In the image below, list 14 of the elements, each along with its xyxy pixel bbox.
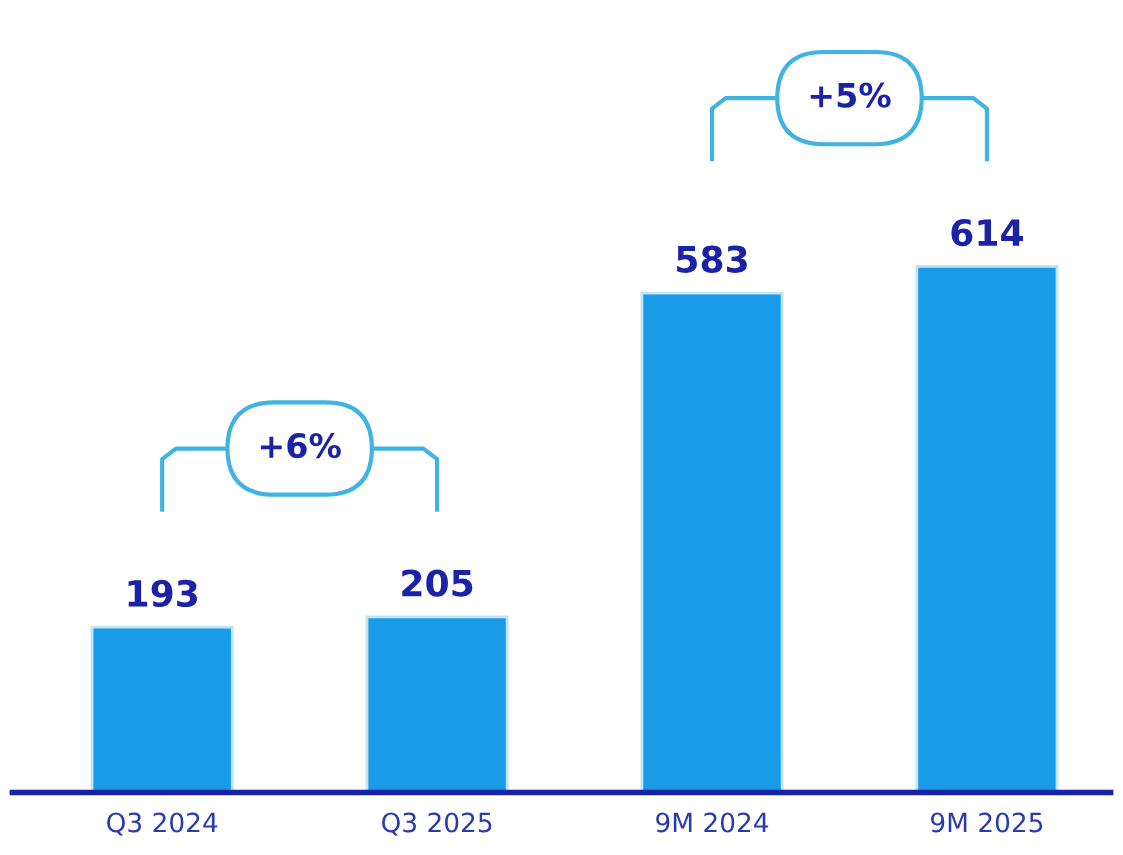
data-label: 205 — [402, 569, 473, 597]
x-tick-label: 9M 2025 — [931, 812, 1043, 833]
bar — [365, 615, 509, 793]
data-label: 193 — [128, 579, 197, 608]
x-tick-label: 9M 2024 — [656, 812, 769, 833]
bar — [640, 291, 784, 793]
x-tick-label: Q3 2024 — [107, 812, 218, 836]
annotation: +6% — [260, 433, 341, 459]
text: +5% — [810, 82, 891, 108]
bar — [915, 265, 1059, 793]
data-label: 614 — [951, 219, 1023, 247]
data-label: 583 — [677, 245, 747, 273]
x-tick-label: Q3 2025 — [382, 812, 492, 836]
bar — [90, 625, 234, 793]
